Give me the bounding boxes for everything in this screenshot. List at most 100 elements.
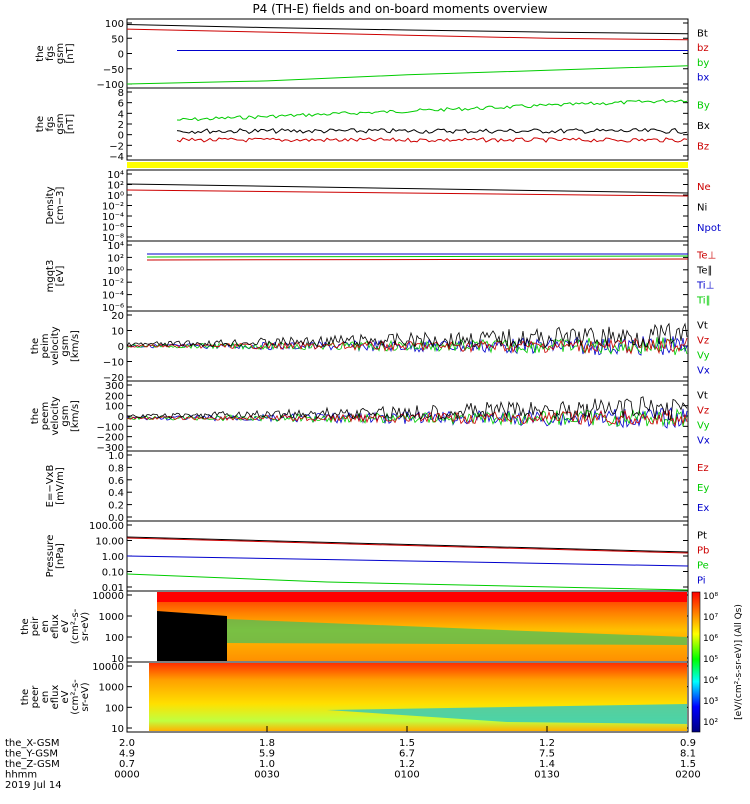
trace-Ti bbox=[146, 255, 689, 258]
legend-bz: bz bbox=[697, 43, 709, 54]
footer-value: 4.9 bbox=[119, 749, 135, 760]
legend-Pe: Pe bbox=[697, 561, 709, 572]
footer-value: 1.5 bbox=[680, 759, 696, 770]
y-axis-label: peer bbox=[30, 685, 41, 709]
y-axis-label: eV bbox=[60, 690, 71, 703]
panel-frame bbox=[126, 450, 689, 522]
legend-Ex: Ex bbox=[697, 503, 709, 514]
legend-Bt: Bt bbox=[697, 28, 708, 39]
y-tick-label: 4 bbox=[118, 109, 124, 120]
y-axis-label: en bbox=[40, 691, 51, 704]
panel-pressure: 100.00 10.00 1.00 0.10 0.01 Pressure [nPa] Pt Pb… bbox=[45, 520, 709, 594]
y-axis-label: [cm−3] bbox=[55, 187, 66, 225]
y-tick-label: 0.6 bbox=[108, 476, 124, 487]
y-tick-label: 0 bbox=[118, 342, 124, 353]
footer-value: 0130 bbox=[534, 770, 559, 781]
y-tick-label: 100 bbox=[105, 19, 124, 30]
colorbar-scale bbox=[691, 591, 701, 733]
colorbar-tick-label: 10⁸ bbox=[703, 592, 718, 602]
colorbar-tick-label: 10⁴ bbox=[703, 676, 718, 686]
colorbar-tick-label: 10² bbox=[703, 718, 718, 728]
y-axis-label: fgs bbox=[45, 116, 56, 131]
legend-Vt: Vt bbox=[697, 321, 708, 332]
legend-Ne: Ne bbox=[697, 182, 711, 193]
trace-Te bbox=[146, 258, 689, 261]
footer-value: 1.5 bbox=[399, 738, 415, 749]
footer-value: 0200 bbox=[675, 770, 700, 781]
y-tick-label: 0.8 bbox=[108, 463, 124, 474]
y-tick-label: 0.0 bbox=[108, 513, 124, 524]
colorbar-label: [eV/(cm²-s-sr-eV)] (All Qs) bbox=[734, 604, 744, 720]
y-tick-label: 10⁻² bbox=[102, 202, 124, 213]
series-bz bbox=[126, 28, 689, 41]
panel-peir: 10000 1000 100 10 the peir en eflux eV (cm²-s-sr-… bbox=[20, 590, 689, 665]
footer-label: hhmm bbox=[5, 770, 37, 781]
footer-value: 0.7 bbox=[119, 759, 135, 770]
footer-value: 0100 bbox=[394, 770, 419, 781]
y-tick-label: 300 bbox=[105, 381, 124, 392]
y-tick-label: 100 bbox=[105, 402, 124, 413]
y-axis-label: gsm bbox=[55, 113, 66, 134]
legend-Vz: Vz bbox=[697, 406, 709, 417]
legend-Vx: Vx bbox=[697, 436, 710, 447]
y-axis-label: (cm²-s- bbox=[70, 679, 81, 715]
y-axis-label: E=−VxB bbox=[45, 465, 56, 508]
y-tick-label: 10000 bbox=[92, 662, 124, 673]
y-tick-label: 200 bbox=[105, 391, 124, 402]
y-tick-label: 10² bbox=[107, 181, 124, 192]
y-tick-label: 0 bbox=[118, 50, 124, 61]
panel-efield: 1.00.8 0.60.4 0.20.0 E=−VxB [mV/m] Ez Ey Ex bbox=[45, 450, 709, 524]
legend-By: By bbox=[697, 100, 710, 111]
y-tick-label: 1.0 bbox=[108, 451, 124, 462]
y-tick-label: −300 bbox=[97, 443, 124, 454]
y-axis-label: Pressure bbox=[45, 535, 56, 578]
y-tick-label: 10⁴ bbox=[107, 241, 124, 252]
trace-Pb bbox=[126, 537, 689, 554]
y-tick-label: 0.01 bbox=[102, 583, 124, 594]
trace bbox=[176, 127, 688, 135]
y-axis-label: the bbox=[20, 689, 31, 705]
y-axis-label: fgs bbox=[45, 46, 56, 61]
series-Bt bbox=[126, 24, 689, 35]
y-tick-label: −100 bbox=[97, 422, 124, 433]
trace-Pi bbox=[126, 555, 689, 567]
legend-Vz: Vz bbox=[697, 336, 709, 347]
legend-Pb: Pb bbox=[697, 546, 709, 557]
legend-bx: bx bbox=[697, 73, 709, 84]
panel-frame bbox=[126, 240, 689, 312]
legend-Bx: Bx bbox=[697, 121, 710, 132]
y-tick-label: 10⁰ bbox=[107, 266, 124, 277]
y-axis-label: gsm bbox=[60, 335, 71, 356]
y-tick-label: 0 bbox=[118, 412, 124, 423]
y-axis-label: gsm bbox=[55, 43, 66, 64]
y-axis-label: the bbox=[20, 618, 31, 634]
y-axis-label: peem bbox=[40, 402, 51, 430]
trace-Ni bbox=[126, 183, 689, 194]
y-tick-label: −2 bbox=[109, 141, 124, 152]
spectrogram-band bbox=[227, 619, 687, 645]
y-axis-label: [nT] bbox=[65, 114, 76, 134]
trace-Pe bbox=[126, 573, 689, 591]
y-axis-label: peir bbox=[30, 616, 41, 636]
footer-label: the_Y-GSM bbox=[5, 749, 58, 760]
y-tick-label: 0.2 bbox=[108, 501, 124, 512]
panel-frame bbox=[126, 520, 689, 592]
legend-Pt: Pt bbox=[697, 531, 707, 542]
y-tick-label: 10.00 bbox=[95, 537, 124, 548]
legend-Vt: Vt bbox=[697, 391, 708, 402]
legend-Ni: Ni bbox=[697, 203, 707, 214]
y-tick-label: 10⁻⁴ bbox=[102, 291, 124, 302]
y-tick-label: −50 bbox=[103, 65, 124, 76]
footer-value: 6.7 bbox=[399, 749, 415, 760]
y-axis-label: [eV] bbox=[55, 266, 66, 287]
y-tick-label: −100 bbox=[97, 80, 124, 91]
y-axis-label: the bbox=[35, 116, 46, 132]
y-tick-label: 10⁰ bbox=[107, 191, 124, 202]
y-tick-label: 10⁻² bbox=[102, 278, 124, 289]
footer-value: 0.9 bbox=[680, 738, 696, 749]
trace bbox=[126, 409, 688, 427]
y-axis-label: [km/s] bbox=[70, 330, 81, 362]
